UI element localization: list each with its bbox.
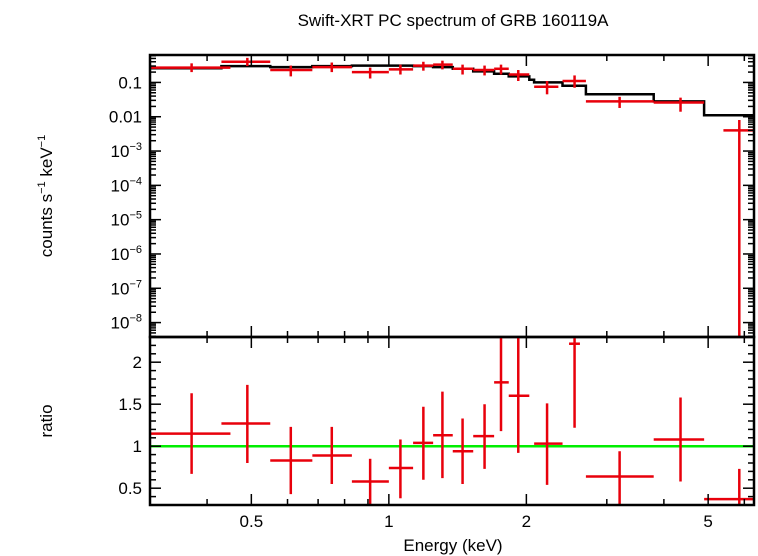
y-tick-label: 0.5 (118, 479, 142, 498)
tick-base: 10 (111, 314, 130, 333)
spectrum-point-2 (270, 65, 313, 77)
chart-title: Swift-XRT PC spectrum of GRB 160119A (298, 11, 610, 30)
y-tick-label: 10−7 (111, 278, 142, 298)
tick-exponent: −5 (129, 210, 142, 222)
y-tick-label: 10−5 (111, 210, 142, 230)
tick-exponent: −4 (129, 175, 142, 187)
tick-exponent: −6 (129, 244, 142, 256)
y-tick-label: 1.5 (118, 395, 142, 414)
tick-exponent: −7 (129, 278, 142, 290)
x-tick-label: 5 (703, 512, 712, 531)
x-tick-labels: 0.5 1 2 5 (240, 512, 713, 531)
ratio-point-0 (150, 393, 231, 474)
spectrum-point-3 (312, 62, 352, 73)
y-tick-label: 2 (133, 353, 142, 372)
spectrum-point-6 (413, 61, 434, 71)
top-panel-frame (148, 53, 756, 339)
top-x-ticks (149, 55, 746, 337)
model-step-curve (150, 64, 754, 117)
y-tick-label: 10−3 (111, 141, 142, 161)
ratio-point-16 (704, 468, 754, 505)
bottom-y-ticks: 0.5 1 1.5 2 (118, 336, 754, 506)
y-tick-label: 10−8 (111, 313, 142, 333)
ratio-point-2 (270, 426, 313, 495)
spectrum-point-4 (351, 67, 389, 79)
spectrum-point-7 (433, 60, 453, 70)
ratio-point-14 (585, 451, 654, 505)
ratio-point-1 (221, 384, 271, 463)
ratio-point-9 (473, 404, 495, 469)
bottom-y-axis-label: ratio (37, 404, 56, 437)
ratio-point-5 (388, 439, 414, 499)
x-tick-label: 0.5 (240, 512, 264, 531)
ratio-point-3 (312, 426, 352, 484)
ratio-point-7 (433, 391, 453, 479)
spectrum-point-13 (562, 75, 586, 88)
y-tick-label: 10−6 (111, 244, 142, 264)
ylabel-sup2: −1 (36, 135, 48, 148)
x-tick-label: 1 (384, 512, 393, 531)
bottom-panel-frame (148, 335, 756, 507)
spectrum-point-12 (534, 81, 559, 95)
tick-base: 10 (111, 245, 130, 264)
spectrum-data-points (150, 57, 754, 337)
tick-base: 10 (111, 142, 130, 161)
ratio-point-15 (653, 397, 705, 482)
ratio-point-4 (351, 458, 389, 505)
spectrum-point-11 (508, 70, 530, 82)
tick-base: 10 (111, 211, 130, 230)
ratio-point-11 (508, 337, 530, 453)
spectrum-point-10 (494, 64, 509, 75)
spectrum-point-8 (452, 64, 474, 75)
y-tick-label: 0.01 (109, 108, 142, 127)
ylabel-sup1: −1 (36, 181, 48, 194)
spectrum-point-1 (221, 57, 271, 67)
spectrum-point-15 (653, 97, 705, 112)
ylabel-pre: counts s (37, 194, 56, 257)
x-tick-label: 2 (522, 512, 531, 531)
tick-exponent: −8 (129, 313, 142, 325)
ratio-point-13 (569, 337, 580, 428)
bottom-x-ticks (149, 337, 746, 505)
ratio-point-8 (452, 418, 474, 484)
tick-base: 10 (111, 279, 130, 298)
model-curve (150, 64, 754, 117)
ratio-point-10 (494, 337, 509, 432)
spectrum-point-5 (388, 64, 414, 75)
y-tick-label: 10−4 (111, 175, 142, 195)
y-tick-label: 0.1 (118, 73, 142, 92)
tick-base: 10 (111, 176, 130, 195)
ylabel-mid: keV (37, 147, 56, 182)
tick-exponent: −3 (129, 141, 142, 153)
top-y-axis-label: counts s−1 keV−1 (36, 135, 56, 257)
x-axis-label: Energy (keV) (403, 536, 502, 555)
ratio-data-points (150, 337, 754, 505)
y-tick-label: 1 (133, 437, 142, 456)
spectrum-point-14 (585, 96, 654, 108)
ratio-panel: 0.5 1 1.5 2 (118, 335, 756, 507)
ratio-point-6 (413, 406, 434, 480)
spectrum-point-9 (473, 65, 495, 76)
ratio-point-12 (534, 403, 563, 485)
spectrum-point-0 (150, 63, 231, 73)
